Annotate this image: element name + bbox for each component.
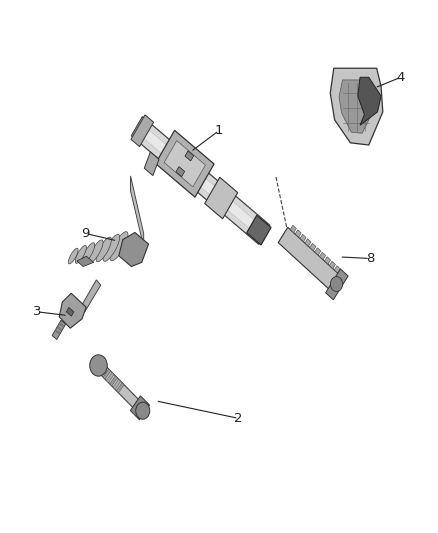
Polygon shape — [155, 131, 214, 197]
Polygon shape — [103, 369, 111, 379]
Polygon shape — [176, 166, 185, 176]
Polygon shape — [96, 362, 141, 410]
Polygon shape — [290, 225, 297, 233]
Polygon shape — [300, 235, 306, 242]
Polygon shape — [59, 322, 64, 328]
Polygon shape — [52, 320, 66, 340]
Polygon shape — [131, 396, 149, 420]
Polygon shape — [205, 177, 238, 219]
Polygon shape — [144, 152, 159, 175]
Polygon shape — [334, 266, 340, 273]
Polygon shape — [55, 329, 60, 335]
Text: 1: 1 — [215, 124, 223, 137]
Ellipse shape — [75, 245, 86, 263]
Polygon shape — [110, 376, 117, 386]
Polygon shape — [106, 373, 114, 383]
Polygon shape — [314, 248, 321, 255]
Polygon shape — [295, 230, 301, 237]
Text: 2: 2 — [234, 412, 243, 425]
Ellipse shape — [103, 235, 120, 261]
Polygon shape — [325, 269, 348, 300]
Polygon shape — [310, 243, 316, 251]
Circle shape — [136, 402, 150, 419]
Polygon shape — [57, 326, 62, 331]
Polygon shape — [100, 366, 107, 376]
Polygon shape — [164, 141, 205, 187]
Polygon shape — [247, 215, 271, 245]
Polygon shape — [77, 256, 94, 266]
Polygon shape — [185, 151, 194, 161]
Polygon shape — [358, 77, 381, 125]
Polygon shape — [59, 293, 86, 328]
Polygon shape — [278, 227, 340, 290]
Polygon shape — [117, 383, 124, 393]
Ellipse shape — [89, 240, 103, 262]
Text: 9: 9 — [81, 227, 90, 240]
Ellipse shape — [110, 232, 128, 261]
Ellipse shape — [68, 248, 78, 264]
Text: 3: 3 — [33, 305, 42, 318]
Polygon shape — [339, 80, 373, 133]
Polygon shape — [81, 280, 101, 313]
Polygon shape — [119, 232, 148, 266]
Circle shape — [90, 355, 107, 376]
Polygon shape — [66, 308, 74, 316]
Polygon shape — [131, 176, 144, 247]
Polygon shape — [113, 379, 121, 390]
Ellipse shape — [96, 237, 111, 262]
Polygon shape — [305, 239, 311, 246]
Circle shape — [330, 277, 343, 292]
Text: 8: 8 — [366, 252, 374, 265]
Ellipse shape — [82, 243, 95, 263]
Polygon shape — [320, 252, 326, 260]
Text: 4: 4 — [396, 71, 405, 84]
Polygon shape — [329, 261, 336, 269]
Polygon shape — [325, 257, 331, 264]
Polygon shape — [131, 115, 154, 147]
Polygon shape — [330, 68, 383, 145]
Polygon shape — [136, 123, 265, 238]
Polygon shape — [131, 117, 270, 244]
